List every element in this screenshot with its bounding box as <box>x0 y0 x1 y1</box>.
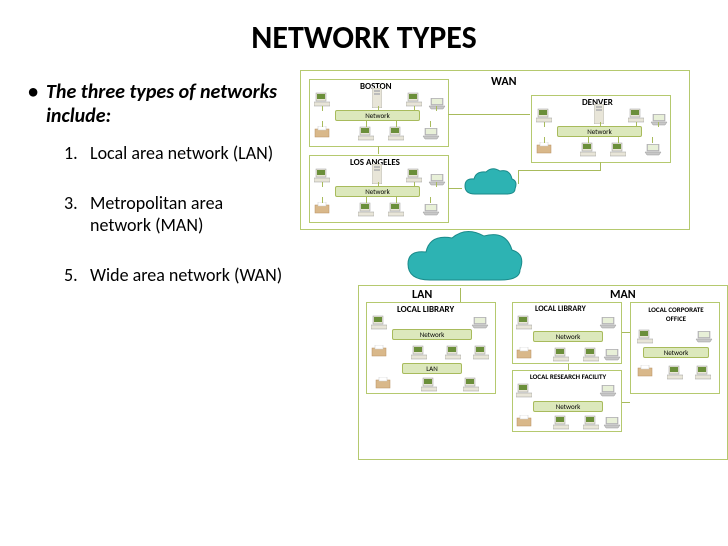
printer-icon <box>637 365 653 379</box>
item-number: 3. <box>64 192 78 214</box>
laptop-icon <box>422 204 438 218</box>
pc-icon <box>583 347 599 361</box>
network-bar: Network <box>335 110 420 121</box>
cloud-icon <box>460 166 520 202</box>
item-text: Wide area network (WAN) <box>90 264 282 286</box>
network-bar: Network <box>533 331 603 342</box>
pc-icon <box>388 126 404 140</box>
laptop-icon <box>422 128 438 142</box>
laptop-icon <box>603 417 619 431</box>
corp-title: LOCAL CORPORATE OFFICE <box>639 305 713 323</box>
pc-icon <box>314 92 330 106</box>
pc-icon <box>314 168 330 182</box>
lan-bar: LAN <box>402 363 462 374</box>
network-bar: Network <box>335 186 420 197</box>
library-group: LOCAL LIBRARY Network LAN <box>366 302 496 394</box>
text-content: The three types of networks include: 1. … <box>28 80 288 314</box>
item-text: Metropolitan area network (MAN) <box>90 192 223 236</box>
pc-icon <box>358 126 374 140</box>
item-text: Local area network (LAN) <box>90 142 273 164</box>
laptop-icon <box>599 317 615 331</box>
pc-icon <box>421 377 437 391</box>
pc-icon <box>628 108 644 122</box>
list-item: 3. Metropolitan area network (MAN) <box>64 192 288 236</box>
pc-icon <box>473 345 489 359</box>
cloud-icon <box>400 226 530 290</box>
laptop-icon <box>644 144 660 158</box>
printer-icon <box>314 202 330 216</box>
connection-line <box>622 332 630 333</box>
printer-icon <box>516 415 532 429</box>
list-item: 5. Wide area network (WAN) <box>64 264 288 286</box>
pc-icon <box>371 315 387 329</box>
slide-title: NETWORK TYPES <box>0 0 728 57</box>
boston-group: BOSTON Network <box>309 79 449 147</box>
laptop-icon <box>471 317 487 331</box>
connection-line <box>622 402 630 403</box>
network-bar: Network <box>557 126 642 137</box>
connection-line <box>518 170 600 171</box>
connection-line <box>460 288 461 302</box>
pc-icon <box>583 415 599 429</box>
list-item: 1. Local area network (LAN) <box>64 142 288 164</box>
pc-icon <box>553 347 569 361</box>
connection-line <box>518 170 519 184</box>
pc-icon <box>516 315 532 329</box>
printer-icon <box>371 345 387 359</box>
item-number: 5. <box>64 264 78 286</box>
lib2-title: LOCAL LIBRARY <box>535 304 586 314</box>
lan-label: LAN <box>412 288 432 302</box>
connection-line <box>600 162 601 171</box>
printer-icon <box>314 126 330 140</box>
server-icon <box>372 164 388 178</box>
pc-icon <box>358 202 374 216</box>
pc-icon <box>667 365 683 379</box>
research-group: LOCAL RESEARCH FACILITY Network <box>512 370 622 432</box>
lib1-title: LOCAL LIBRARY <box>397 304 454 315</box>
pc-icon <box>637 329 653 343</box>
pc-icon <box>406 92 422 106</box>
network-bar: Network <box>643 347 709 358</box>
connection-line <box>448 114 530 115</box>
printer-icon <box>516 347 532 361</box>
connection-line <box>378 146 379 154</box>
connection-line <box>568 364 569 370</box>
connection-line <box>448 188 462 189</box>
printer-icon <box>536 142 552 156</box>
pc-icon <box>516 383 532 397</box>
research-title: LOCAL RESEARCH FACILITY <box>523 372 613 381</box>
wan-label: WAN <box>491 75 517 89</box>
pc-icon <box>553 415 569 429</box>
man-label: MAN <box>610 288 636 302</box>
network-bar: Network <box>392 329 472 340</box>
laptop-icon <box>695 331 711 345</box>
pc-icon <box>388 202 404 216</box>
pc-icon <box>536 108 552 122</box>
pc-icon <box>445 345 461 359</box>
corp-group: LOCAL CORPORATE OFFICE Network <box>630 302 720 394</box>
pc-icon <box>411 345 427 359</box>
network-bar: Network <box>533 401 603 412</box>
item-number: 1. <box>64 142 78 164</box>
wan-box: WAN BOSTON Network DENVER Network LOS AN… <box>300 70 690 230</box>
pc-icon <box>406 168 422 182</box>
library2-group: LOCAL LIBRARY Network <box>512 302 622 364</box>
pc-icon <box>463 377 479 391</box>
pc-icon <box>610 142 626 156</box>
pc-icon <box>695 365 711 379</box>
printer-icon <box>375 377 391 391</box>
diagram-area: WAN BOSTON Network DENVER Network LOS AN… <box>300 70 720 510</box>
denver-group: DENVER Network <box>531 95 671 163</box>
la-group: LOS ANGELES Network <box>309 155 449 223</box>
server-icon <box>372 88 388 102</box>
intro-bullet: The three types of networks include: <box>28 80 288 128</box>
pc-icon <box>580 142 596 156</box>
server-icon <box>594 104 610 118</box>
laptop-icon <box>599 385 615 399</box>
laptop-icon <box>603 349 619 363</box>
